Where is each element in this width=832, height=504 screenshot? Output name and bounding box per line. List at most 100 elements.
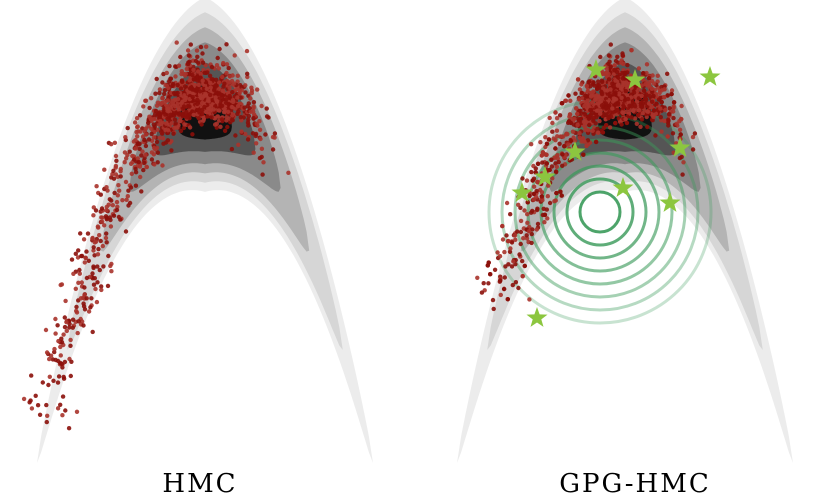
sample-point <box>116 183 121 188</box>
sample-point <box>213 95 218 100</box>
training-star <box>624 69 646 89</box>
sample-point <box>591 80 596 85</box>
sample-point <box>197 92 203 98</box>
sample-point <box>157 87 163 92</box>
sample-point <box>62 324 68 330</box>
sample-point <box>227 74 232 79</box>
sample-point <box>554 164 559 169</box>
sample-point <box>512 233 518 238</box>
sample-point <box>161 141 166 146</box>
sample-point <box>29 406 35 411</box>
sample-point <box>557 141 562 146</box>
sample-point <box>583 125 588 130</box>
sample-point <box>245 120 251 125</box>
sample-point <box>185 48 191 53</box>
sample-point <box>229 104 234 110</box>
sample-point <box>188 42 193 47</box>
sample-point <box>540 150 546 155</box>
sample-point <box>554 128 560 133</box>
sample-point <box>214 98 220 104</box>
sample-point <box>491 306 496 312</box>
sample-point <box>584 83 590 89</box>
sample-point <box>173 74 178 79</box>
sample-point <box>658 115 663 120</box>
sample-point <box>118 166 124 172</box>
sample-point <box>125 125 130 131</box>
sample-point <box>206 99 211 104</box>
sample-point <box>113 172 119 177</box>
training-star <box>659 192 681 212</box>
sample-point <box>156 112 162 117</box>
sample-point <box>75 330 80 336</box>
sample-point <box>91 265 96 271</box>
sample-point <box>527 297 532 302</box>
sample-point <box>553 110 558 115</box>
sample-point <box>164 121 169 126</box>
sample-point <box>56 374 62 379</box>
sample-point <box>208 85 213 90</box>
sample-point <box>559 193 564 198</box>
sample-point <box>617 91 622 96</box>
sample-point <box>516 285 521 291</box>
sample-point <box>95 224 101 229</box>
sample-point <box>662 87 667 92</box>
sample-point <box>242 105 247 110</box>
sample-point <box>527 193 532 198</box>
sample-point <box>171 131 176 136</box>
sample-point <box>542 212 548 217</box>
sample-point <box>104 185 109 190</box>
sample-point <box>632 116 638 121</box>
sample-point <box>620 53 625 58</box>
sample-point <box>178 128 184 134</box>
sample-point <box>520 274 525 279</box>
sample-point <box>260 172 265 177</box>
sample-point <box>208 92 213 98</box>
sample-point <box>558 134 563 139</box>
sample-point <box>139 189 144 194</box>
sample-point <box>35 403 41 408</box>
sample-point <box>95 264 100 269</box>
sample-point <box>585 128 591 133</box>
sample-point <box>624 120 630 126</box>
sample-point <box>608 87 613 92</box>
sample-point <box>651 81 657 86</box>
sample-point <box>165 116 170 121</box>
sample-point <box>209 115 214 120</box>
sample-point <box>571 135 576 140</box>
sample-point <box>542 220 547 225</box>
sample-point <box>107 197 113 202</box>
sample-point <box>674 121 679 127</box>
sample-point <box>194 48 200 53</box>
sample-point <box>91 245 96 250</box>
sample-point <box>245 137 251 142</box>
sample-point <box>239 88 244 93</box>
sample-point <box>194 86 200 92</box>
sample-point <box>224 42 229 47</box>
sample-point <box>520 258 525 264</box>
hmc-panel <box>21 0 373 463</box>
sample-point <box>55 323 60 328</box>
sample-point <box>64 319 69 325</box>
sample-point <box>235 73 240 79</box>
sample-point <box>196 82 201 88</box>
sample-point <box>552 155 557 160</box>
sample-point <box>235 79 240 84</box>
sample-point <box>650 99 655 105</box>
sample-point <box>515 229 520 234</box>
sample-point <box>604 70 609 76</box>
sample-point <box>584 143 589 148</box>
sample-point <box>596 130 601 135</box>
panel-label: GPG-HMC <box>559 469 711 499</box>
sample-point <box>553 146 558 151</box>
sample-point <box>90 271 95 276</box>
sample-point <box>77 267 82 273</box>
sample-point <box>658 106 663 111</box>
sample-point <box>617 110 622 115</box>
sample-point <box>165 98 170 103</box>
sample-point <box>96 246 101 252</box>
sample-point <box>535 221 541 227</box>
sample-point <box>163 112 168 117</box>
sample-point <box>170 100 175 105</box>
sample-point <box>625 62 630 68</box>
sample-point <box>68 343 73 348</box>
